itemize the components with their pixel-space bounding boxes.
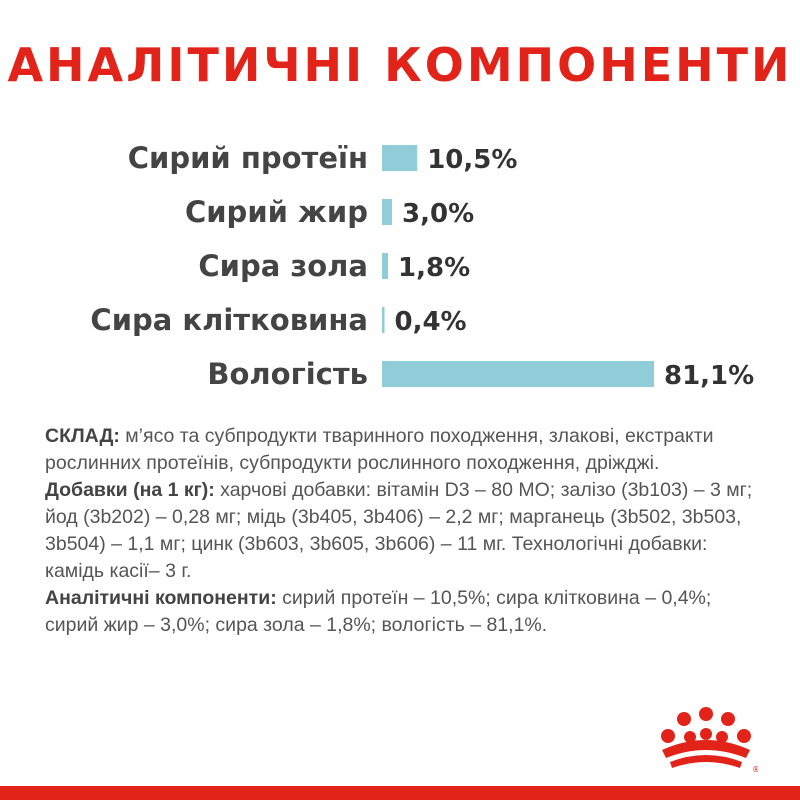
category-label: Сира зола bbox=[198, 249, 368, 283]
value-label: 81,1% bbox=[664, 361, 754, 391]
value-label: 3,0% bbox=[402, 199, 474, 229]
category-label: Сира клітковина bbox=[90, 303, 368, 337]
composition-text: СКЛАД: м’ясо та субпродукти тваринного п… bbox=[45, 423, 765, 639]
category-label: Сирий жир bbox=[185, 195, 368, 229]
value-label: 10,5% bbox=[427, 145, 517, 175]
category-label: Сирий протеїн bbox=[128, 141, 368, 175]
category-label: Вологість bbox=[207, 357, 368, 391]
bar bbox=[382, 145, 418, 171]
additives-label: Добавки (на 1 кг): bbox=[45, 479, 215, 501]
composition-label: СКЛАД: bbox=[45, 425, 120, 447]
analytical-label: Аналітичні компоненти: bbox=[45, 587, 277, 609]
analytical-body: сирий протеїн – 10,5%; сира клітковина –… bbox=[45, 587, 712, 636]
value-label: 1,8% bbox=[398, 253, 470, 283]
svg-text:®: ® bbox=[752, 765, 758, 774]
royal-canin-crown-logo-icon: ® bbox=[661, 707, 758, 774]
analytical-paragraph: Аналітичні компоненти: сирий протеїн – 1… bbox=[45, 585, 765, 639]
additives-paragraph: Добавки (на 1 кг): харчові добавки: віта… bbox=[45, 477, 765, 585]
bar bbox=[382, 199, 393, 225]
composition-paragraph: СКЛАД: м’ясо та субпродукти тваринного п… bbox=[45, 423, 765, 477]
additives-body: харчові добавки: вітамін D3 – 80 МО; зал… bbox=[45, 479, 753, 582]
page-title: АНАЛІТИЧНІ КОМПОНЕНТИ bbox=[7, 38, 793, 92]
bar bbox=[382, 253, 389, 279]
composition-body: м’ясо та субпродукти тваринного походжен… bbox=[45, 425, 714, 474]
bar bbox=[382, 307, 385, 333]
analytical-components-chart: Сирий протеїн 10,5% Сирий жир 3,0% Сира зола… bbox=[90, 141, 754, 391]
value-label: 0,4% bbox=[395, 307, 467, 337]
bottom-brand-bar bbox=[0, 786, 800, 800]
bar bbox=[382, 361, 654, 387]
